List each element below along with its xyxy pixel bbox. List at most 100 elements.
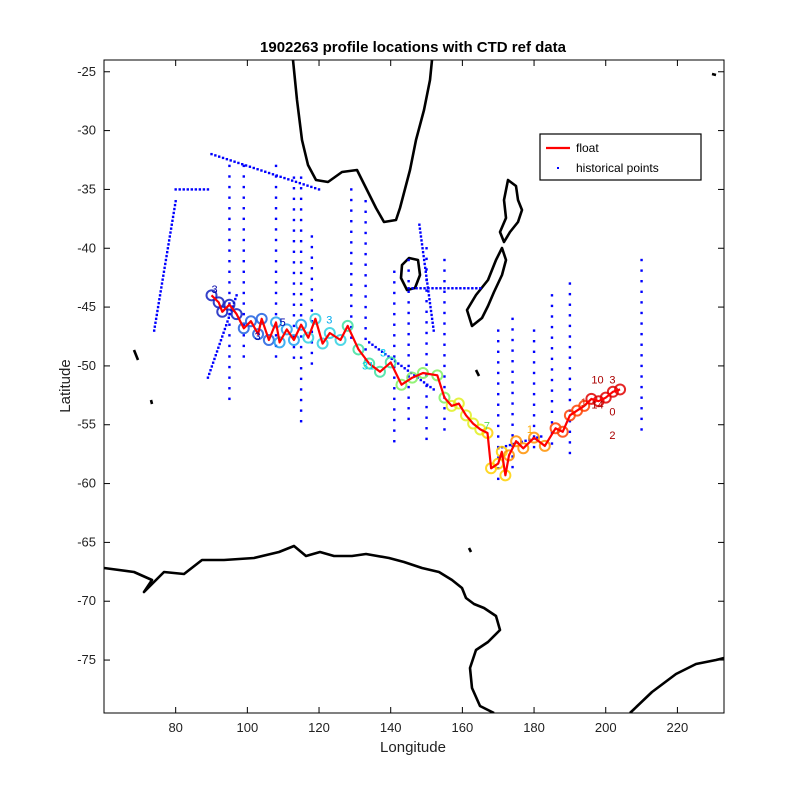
historical-point	[393, 408, 396, 411]
historical-point	[306, 184, 309, 187]
profile-marker	[216, 305, 229, 318]
historical-point	[154, 321, 157, 324]
historical-point	[475, 287, 478, 290]
historical-point	[228, 164, 231, 168]
historical-point	[364, 337, 367, 341]
historical-point	[640, 279, 643, 283]
y-tick-label: -35	[77, 181, 96, 196]
legend-float-label: float	[576, 141, 599, 155]
historical-point	[167, 239, 171, 242]
historical-point	[350, 262, 353, 265]
historical-point	[228, 228, 231, 231]
profile-marker	[549, 422, 562, 435]
historical-point	[364, 274, 367, 277]
historical-point	[299, 367, 303, 370]
historical-point	[274, 185, 278, 189]
historical-point	[364, 252, 367, 256]
historical-point	[244, 164, 248, 167]
historical-point	[228, 270, 231, 273]
historical-point	[242, 281, 245, 284]
historical-point	[364, 316, 367, 319]
historical-point	[287, 178, 290, 181]
historical-point	[317, 188, 321, 191]
historical-point	[206, 188, 210, 191]
historical-point	[248, 165, 252, 168]
historical-point	[310, 330, 314, 333]
historical-point	[511, 402, 514, 405]
historical-point	[229, 159, 232, 162]
historical-point	[156, 309, 159, 313]
historical-point	[429, 309, 433, 313]
y-tick-label: -45	[77, 299, 96, 314]
y-axis-ticks: -25 -30 -35 -40 -45 -50 -55 -60 -65 -70 -75	[77, 64, 724, 667]
historical-point	[443, 258, 446, 262]
historical-point	[393, 387, 396, 390]
historical-point	[568, 292, 572, 296]
historical-point	[432, 388, 435, 391]
historical-point	[426, 383, 429, 386]
historical-point	[420, 239, 423, 242]
historical-point	[209, 368, 212, 372]
historical-point	[393, 323, 396, 326]
historical-point	[431, 321, 434, 324]
historical-point	[274, 334, 278, 337]
historical-point	[310, 288, 314, 291]
historical-point	[419, 235, 423, 238]
historical-point	[421, 250, 425, 254]
historical-point	[425, 427, 428, 430]
historical-point	[397, 362, 400, 365]
historical-point	[425, 352, 428, 356]
float-track-line	[210, 294, 621, 477]
historical-point	[350, 219, 353, 223]
historical-point	[310, 309, 314, 312]
historical-point	[292, 314, 296, 317]
historical-point	[640, 269, 643, 272]
historical-point	[640, 396, 643, 399]
historical-point	[228, 376, 231, 379]
historical-point	[274, 259, 278, 263]
historical-point	[364, 231, 367, 235]
historical-point	[536, 436, 539, 439]
historical-point	[568, 356, 572, 359]
y-tick-label: -30	[77, 123, 96, 138]
historical-point	[443, 301, 446, 304]
historical-point	[299, 335, 303, 338]
historical-point	[497, 361, 500, 364]
historical-point	[497, 403, 500, 406]
historical-point	[242, 175, 245, 178]
ross-ice-shelf-coastline	[629, 656, 724, 713]
historical-point	[299, 409, 303, 412]
profile-marker	[445, 399, 458, 412]
historical-point	[447, 287, 450, 290]
historical-point	[532, 350, 536, 353]
historical-point	[421, 247, 424, 250]
historical-point	[242, 323, 245, 326]
historical-point	[292, 187, 296, 190]
historical-point	[550, 368, 554, 371]
historical-point	[166, 250, 169, 254]
historical-point	[228, 217, 231, 221]
historical-point	[640, 311, 643, 315]
historical-point	[550, 294, 554, 297]
legend-historical-label: historical points	[576, 161, 659, 175]
profile-marker	[252, 328, 265, 341]
historical-point	[380, 350, 384, 353]
historical-point	[242, 207, 245, 210]
historical-point	[393, 312, 396, 316]
historical-point	[292, 176, 296, 179]
historical-point	[550, 315, 554, 318]
historical-point	[411, 287, 414, 290]
x-tick-label: 160	[452, 720, 474, 735]
historical-point	[221, 335, 224, 338]
coastlines	[104, 60, 724, 713]
historical-point	[242, 196, 245, 199]
y-tick-label: -65	[77, 534, 96, 549]
historical-point	[157, 301, 160, 305]
historical-point	[350, 230, 353, 233]
profile-number-label: 3	[380, 347, 386, 359]
historical-point	[299, 303, 303, 306]
historical-point	[310, 277, 314, 281]
historical-point	[210, 152, 213, 156]
historical-point	[364, 295, 367, 298]
y-tick-label: -40	[77, 240, 96, 255]
